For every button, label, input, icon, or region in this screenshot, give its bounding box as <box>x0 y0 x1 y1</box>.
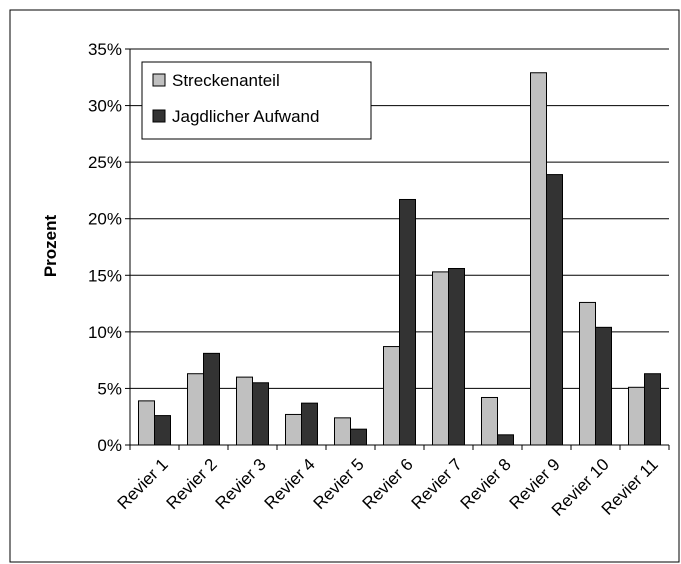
bar-streckenanteil <box>138 400 155 446</box>
y-tick-label: 0% <box>97 436 122 455</box>
bar-streckenanteil <box>579 301 596 446</box>
legend: Streckenanteil Jagdlicher Aufwand <box>141 61 372 140</box>
bar-jagdlicher-aufwand <box>350 428 367 446</box>
y-tick-labels: 0% 5% 10% 15% 20% 25% 30% 35% <box>88 40 130 455</box>
y-tick-label: 25% <box>88 153 122 172</box>
legend-swatch-jagdlicher-aufwand <box>152 109 166 123</box>
axes <box>129 49 669 446</box>
y-tick-label: 10% <box>88 323 122 342</box>
bar-jagdlicher-aufwand <box>595 326 612 446</box>
bar-jagdlicher-aufwand <box>399 198 416 446</box>
y-tick-label: 35% <box>88 40 122 59</box>
legend-label-jagdlicher-aufwand: Jagdlicher Aufwand <box>172 107 319 126</box>
bar-streckenanteil <box>628 386 645 446</box>
bar-streckenanteil <box>383 346 400 446</box>
bar-jagdlicher-aufwand <box>154 415 171 446</box>
legend-label-streckenanteil: Streckenanteil <box>172 71 280 90</box>
bar-jagdlicher-aufwand <box>644 373 661 446</box>
y-tick-label: 15% <box>88 266 122 285</box>
bar-streckenanteil <box>236 376 253 446</box>
bar-streckenanteil <box>481 396 498 446</box>
y-tick-label: 30% <box>88 97 122 116</box>
bar-jagdlicher-aufwand <box>497 434 514 446</box>
legend-box <box>141 61 372 140</box>
bar-streckenanteil <box>432 271 449 446</box>
bar-streckenanteil <box>187 373 204 446</box>
y-tick-label: 20% <box>88 210 122 229</box>
y-axis-title: Prozent <box>41 214 60 277</box>
bars <box>138 72 661 446</box>
bar-jagdlicher-aufwand <box>203 352 220 446</box>
bar-streckenanteil <box>285 413 302 446</box>
bar-jagdlicher-aufwand <box>546 174 563 446</box>
bar-streckenanteil <box>530 72 547 446</box>
bar-streckenanteil <box>334 417 351 446</box>
bar-jagdlicher-aufwand <box>252 382 269 446</box>
bar-jagdlicher-aufwand <box>448 267 465 446</box>
legend-swatch-streckenanteil <box>152 73 166 87</box>
bar-jagdlicher-aufwand <box>301 402 318 446</box>
y-tick-label: 5% <box>97 379 122 398</box>
